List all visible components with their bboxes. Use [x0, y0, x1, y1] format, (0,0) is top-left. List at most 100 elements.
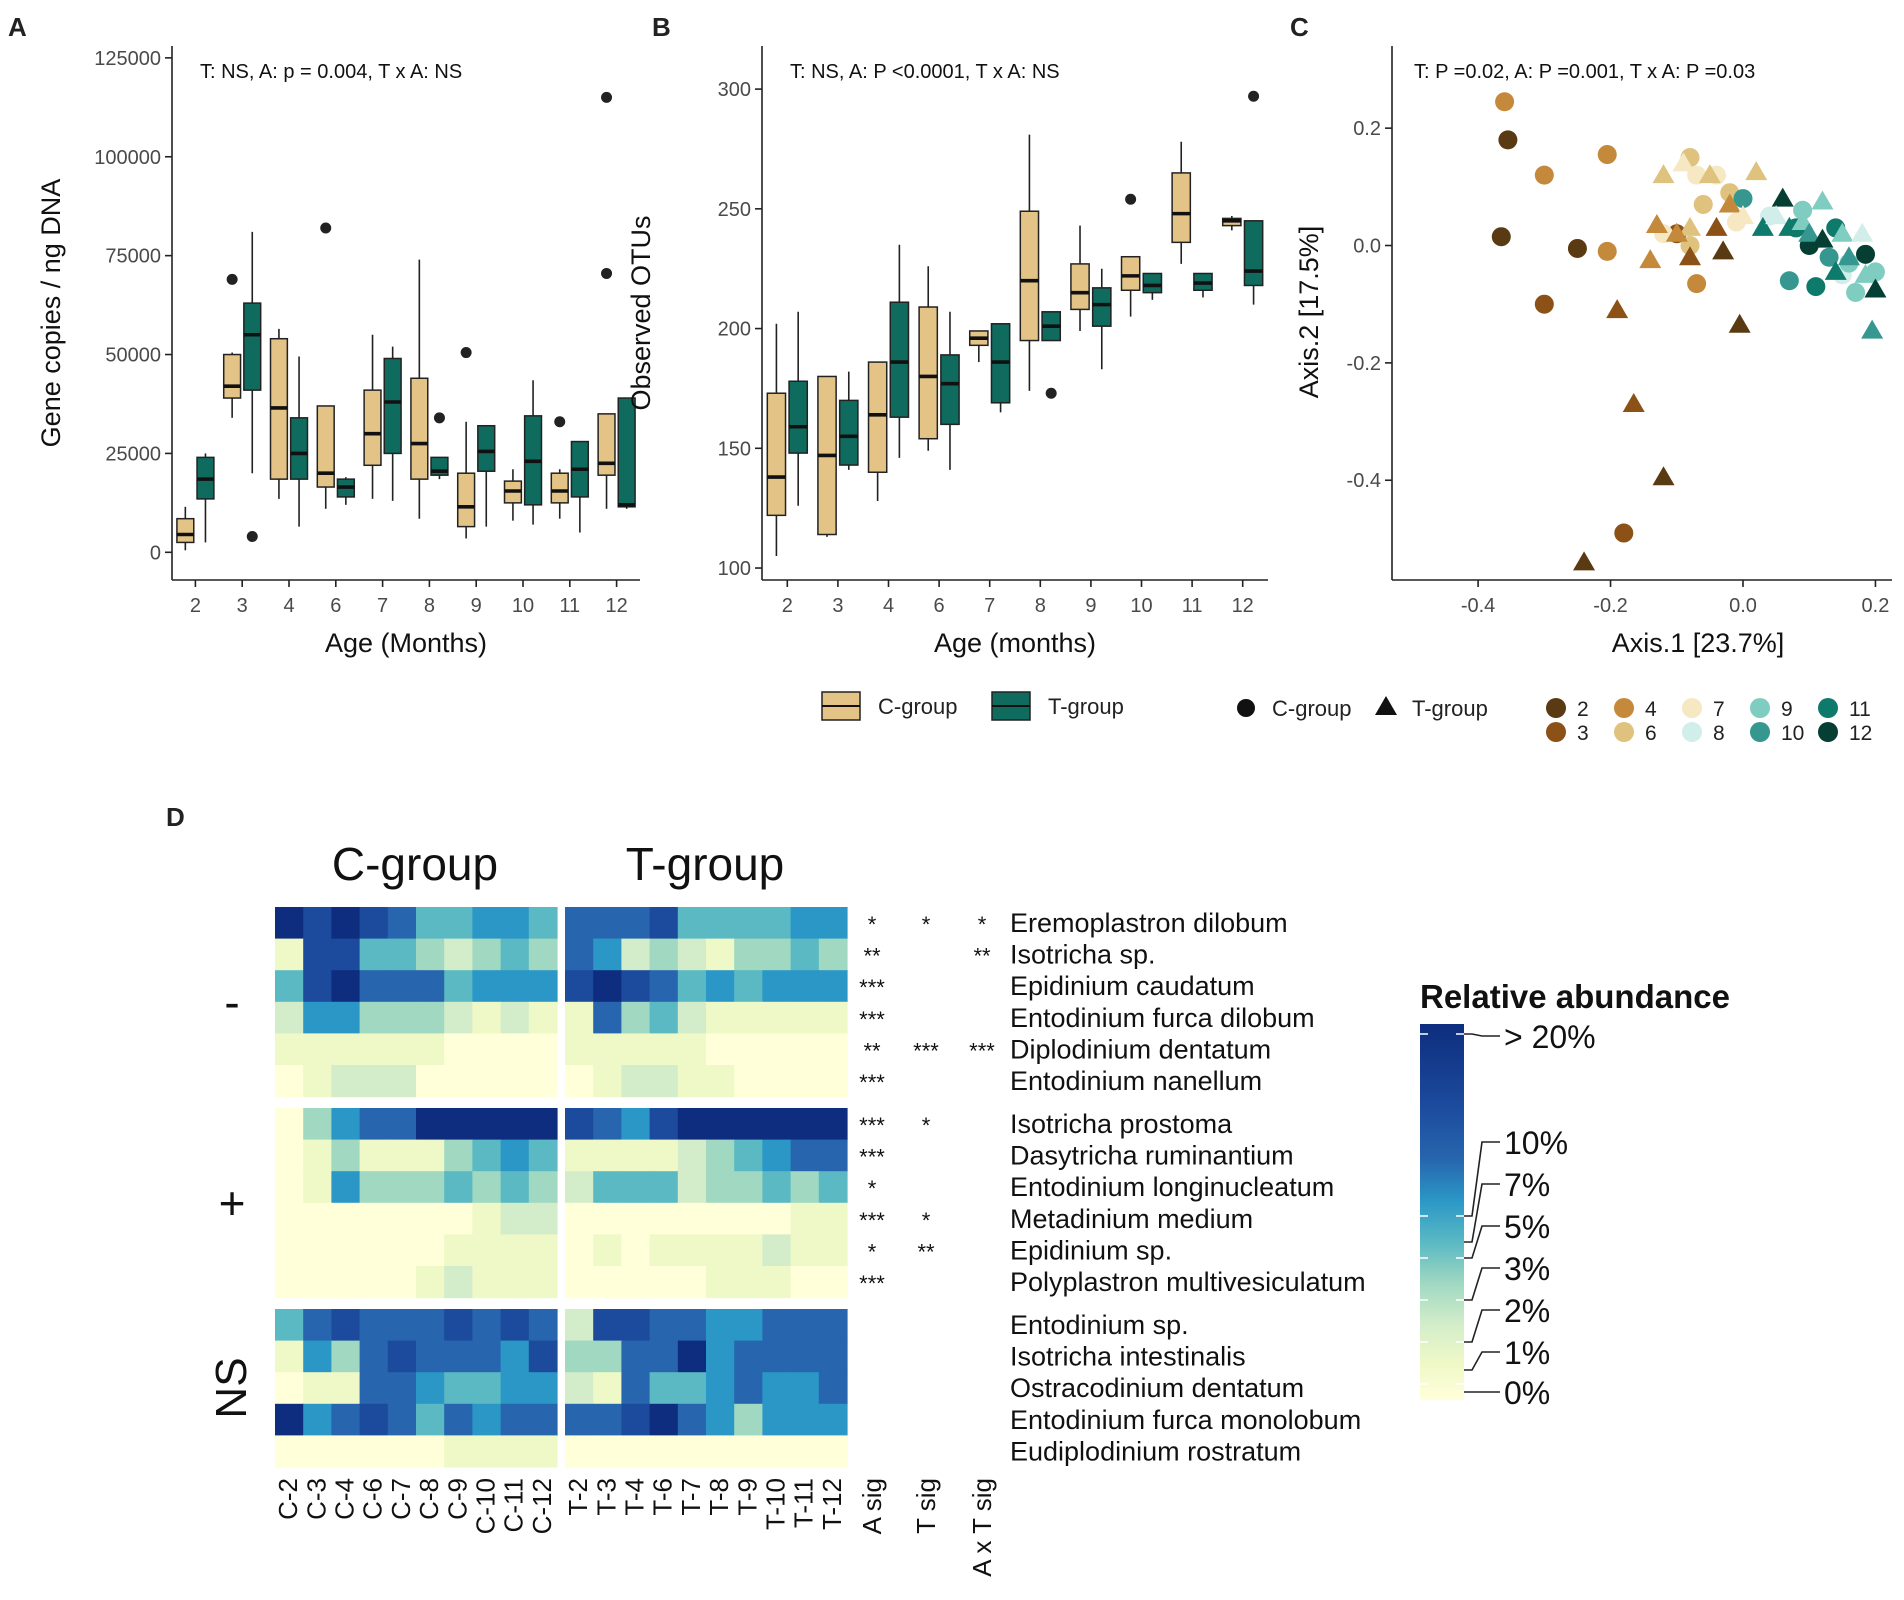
heatmap-cell [275, 1266, 304, 1299]
scatter-point-t [1861, 319, 1884, 339]
heatmap-cell [762, 907, 792, 940]
panel-d: DC-group T-group* * * Eremoplastron dilobum*… [166, 802, 1730, 1577]
heatmap-cell [818, 907, 848, 940]
heatmap-cell [762, 1108, 792, 1141]
outlier-point [320, 222, 332, 234]
heatmap-cell [387, 1202, 417, 1235]
significance-mark: * [922, 912, 931, 937]
heatmap-cell [444, 1001, 473, 1034]
scatter-point-c [1779, 271, 1799, 291]
heatmap-cell [593, 1065, 622, 1098]
heatmap-cell [359, 1234, 389, 1267]
heatmap-cell [790, 907, 820, 940]
heatmap-cell [444, 1403, 473, 1436]
scatter-point-t [1837, 246, 1860, 266]
legend-age-swatch [1614, 698, 1634, 718]
heatmap-cell [818, 1309, 848, 1342]
legend-age-swatch [1750, 722, 1770, 742]
heatmap-cell [331, 1065, 361, 1098]
outlier-point [1248, 90, 1260, 102]
x-tick-label: 0.2 [1862, 595, 1890, 617]
heatmap-cell [706, 1033, 735, 1066]
x-axis-title: Age (Months) [325, 628, 487, 658]
legend-age-swatch [1750, 698, 1770, 718]
outlier-point [460, 347, 472, 359]
box-c-group [222, 353, 242, 399]
heatmap-cell [790, 1171, 820, 1204]
heatmap-cell [500, 1403, 530, 1436]
heatmap-cell [472, 1266, 502, 1299]
heatmap-cell [565, 1266, 594, 1299]
heatmap-cell [790, 1139, 820, 1172]
heatmap-cell [762, 1171, 792, 1204]
heatmap-cell [500, 938, 530, 971]
x-tick-label: 10 [512, 595, 534, 617]
heatmap-cell [528, 1001, 558, 1034]
y-tick-label: 100 [718, 558, 751, 580]
x-tick-label: 9 [471, 595, 482, 617]
legend-label: C-group [878, 694, 957, 719]
scatter-point-t [1728, 313, 1751, 333]
box-c-group [1070, 263, 1090, 311]
heatmap-cell [387, 938, 417, 971]
scatter-point-t [1854, 263, 1877, 283]
heatmap-cell [472, 938, 502, 971]
heatmap-cell [275, 1340, 304, 1373]
heatmap-cell [500, 1435, 530, 1468]
heatmap-cell [649, 1403, 679, 1436]
box-c-group [456, 472, 476, 528]
column-label: T-10 [761, 1478, 791, 1530]
heatmap-cell [303, 1108, 332, 1141]
heatmap-cell [818, 938, 848, 971]
heatmap-cell [303, 970, 332, 1003]
heatmap-cell [303, 1234, 332, 1267]
heatmap-cell [528, 938, 558, 971]
heatmap-cell [677, 1403, 707, 1436]
heatmap-cell [472, 1202, 502, 1235]
heatmap-cell [762, 1033, 792, 1066]
heatmap-cell [528, 1139, 558, 1172]
colorbar-leader [1464, 1309, 1500, 1343]
box-c-group [867, 361, 888, 473]
heatmap-cell [359, 1065, 389, 1098]
heatmap-cell [472, 907, 502, 940]
heatmap-cell [528, 1171, 558, 1204]
box-c-group [766, 392, 787, 517]
heatmap-cell [416, 1372, 445, 1405]
y-axis-title: Axis.2 [17.5%] [1294, 226, 1324, 399]
row-label: Polyplastron multivesiculatum [1010, 1267, 1366, 1297]
column-label: C-9 [442, 1478, 472, 1520]
x-tick-label: 2 [782, 595, 793, 617]
x-tick-label: 3 [832, 595, 843, 617]
heatmap-cell [734, 1403, 763, 1436]
heatmap-cell [621, 1065, 651, 1098]
colorbar-label: 1% [1504, 1335, 1550, 1371]
x-tick-label: 8 [1035, 595, 1046, 617]
significance-mark: * [978, 912, 987, 937]
heatmap-cell [275, 1202, 304, 1235]
heatmap-cell [416, 907, 445, 940]
colorbar-label: > 20% [1504, 1019, 1596, 1055]
panel-letter: C [1290, 12, 1309, 42]
heatmap-cell [472, 1372, 502, 1405]
heatmap-cell [565, 1403, 594, 1436]
scatter-point-t [1745, 161, 1768, 181]
heatmap-cell [416, 1171, 445, 1204]
heatmap-cell [677, 1234, 707, 1267]
heatmap-cell [444, 1266, 473, 1299]
y-tick-label: 150 [718, 438, 751, 460]
legend-age-swatch [1614, 722, 1634, 742]
scatter-point-t [1811, 228, 1834, 248]
heatmap-cell [387, 1108, 417, 1141]
heatmap-cell [762, 1309, 792, 1342]
box-c-group [410, 377, 429, 480]
scatter-point-t [1672, 152, 1695, 172]
legend-age-swatch [1818, 698, 1838, 718]
heatmap-cell [359, 1309, 389, 1342]
column-label: C-2 [273, 1478, 303, 1520]
scatter-point-t [1771, 187, 1794, 207]
heatmap-cell [416, 1234, 445, 1267]
x-tick-label: 12 [605, 595, 627, 617]
scatter-point-c [1491, 227, 1511, 247]
heatmap-cell [416, 1139, 445, 1172]
